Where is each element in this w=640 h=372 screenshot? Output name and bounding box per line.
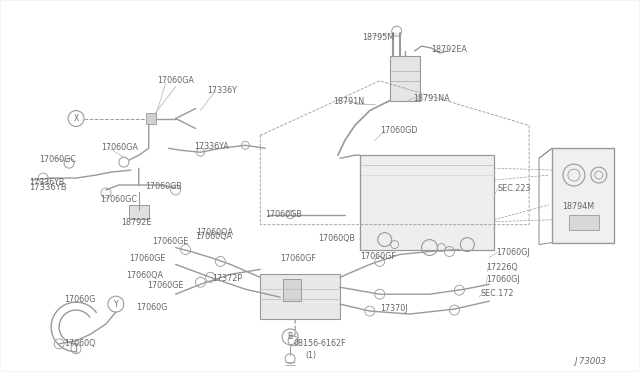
- Text: SEC.223: SEC.223: [497, 184, 531, 193]
- Text: 17060GB: 17060GB: [265, 210, 302, 219]
- Text: 17060GC: 17060GC: [100, 195, 137, 204]
- Text: 17336YB: 17336YB: [29, 178, 65, 187]
- Text: 17060QA: 17060QA: [196, 228, 234, 237]
- Text: 18791NA: 18791NA: [413, 94, 450, 103]
- Text: (1): (1): [305, 351, 316, 360]
- Text: X: X: [74, 114, 79, 123]
- Text: 18795M: 18795M: [362, 33, 394, 42]
- Bar: [260, 274, 340, 319]
- Text: 17060GF: 17060GF: [280, 254, 316, 263]
- Text: 17060GF: 17060GF: [360, 251, 396, 260]
- Text: 17060QB: 17060QB: [318, 234, 355, 243]
- Text: 17336YA: 17336YA: [195, 142, 229, 151]
- Text: 17060GC: 17060GC: [39, 155, 76, 164]
- Text: 08156-6162F: 08156-6162F: [293, 339, 346, 348]
- Text: 17226Q: 17226Q: [486, 263, 518, 272]
- Bar: [283, 279, 301, 301]
- Text: 17060G: 17060G: [64, 295, 95, 304]
- Bar: [552, 148, 614, 243]
- Text: Y: Y: [113, 299, 118, 309]
- Text: 17060GD: 17060GD: [380, 126, 417, 135]
- Text: 17060GJ: 17060GJ: [496, 247, 530, 257]
- Text: 18791N: 18791N: [333, 97, 364, 106]
- Text: 17336Y: 17336Y: [207, 86, 237, 95]
- Text: J 73003: J 73003: [575, 357, 607, 366]
- Bar: [146, 113, 156, 125]
- Text: 17336YB: 17336YB: [29, 183, 67, 192]
- Text: 18792E: 18792E: [121, 218, 151, 227]
- Text: 17060QA: 17060QA: [196, 232, 232, 241]
- Text: 17060GA: 17060GA: [101, 143, 138, 152]
- Text: SEC.172: SEC.172: [480, 289, 514, 298]
- Text: 18792EA: 18792EA: [431, 45, 467, 54]
- Bar: [569, 215, 599, 230]
- Bar: [390, 56, 420, 101]
- Bar: [360, 155, 494, 250]
- Text: 17372P: 17372P: [212, 274, 243, 283]
- Text: 17060GJ: 17060GJ: [486, 275, 520, 284]
- Text: 17060GA: 17060GA: [157, 76, 193, 85]
- Text: 17060Q: 17060Q: [64, 339, 95, 348]
- Text: 17060QA: 17060QA: [126, 271, 163, 280]
- Text: 17060GE: 17060GE: [129, 254, 165, 263]
- Text: 17060GE: 17060GE: [147, 281, 183, 290]
- Text: 17060GE: 17060GE: [152, 237, 188, 246]
- Text: 17060GB: 17060GB: [145, 182, 182, 191]
- Bar: [129, 205, 148, 219]
- Text: 18794M: 18794M: [562, 202, 594, 211]
- Text: B: B: [287, 332, 292, 341]
- Text: 17060G: 17060G: [136, 303, 167, 312]
- Text: 17370J: 17370J: [380, 304, 407, 313]
